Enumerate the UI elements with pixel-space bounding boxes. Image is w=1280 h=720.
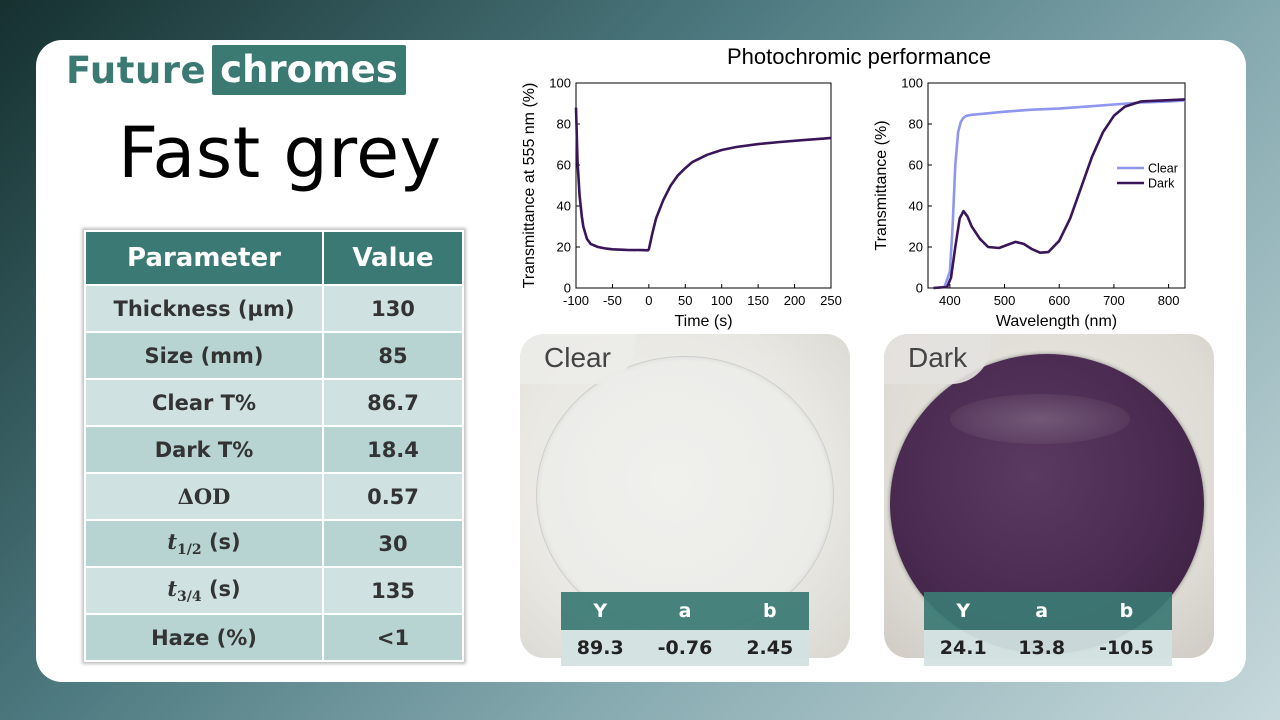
row-label: ΔOD: [84, 472, 324, 521]
x-tick-label: 50: [678, 293, 692, 308]
header-value: Value: [322, 230, 464, 286]
x-tick-label: 600: [1048, 293, 1070, 308]
y-tick-label: 40: [557, 199, 571, 214]
y-axis-label: Transmittance at 555 nm (%): [521, 83, 538, 289]
table-row: Haze (%) <1: [84, 613, 464, 662]
legend-label-clear: Clear: [1148, 162, 1178, 176]
x-tick-label: -50: [603, 293, 622, 308]
x-tick-label: -100: [563, 293, 589, 308]
row-value: 85: [322, 331, 464, 380]
legend-label-dark: Dark: [1148, 177, 1175, 191]
x-tick-label: 500: [994, 293, 1016, 308]
t-symbol: t: [167, 528, 178, 554]
table-header-row: Parameter Value: [84, 230, 464, 286]
x-tick-label: 800: [1158, 293, 1180, 308]
y-tick-label: 100: [549, 76, 571, 91]
lens-gloss: [950, 394, 1130, 444]
value-Y: 24.1: [924, 630, 1003, 666]
y-tick-label: 80: [557, 117, 571, 132]
table-row: Dark T% 18.4: [84, 425, 464, 474]
y-tick-label: 0: [916, 281, 923, 296]
color-header-row: Y a b: [561, 592, 809, 630]
t-subscript: 3/4: [177, 589, 202, 606]
y-tick-label: 40: [909, 199, 923, 214]
row-value: 0.57: [322, 472, 464, 521]
photo-label-clear: Clear: [520, 334, 635, 384]
row-label: Dark T%: [84, 425, 324, 474]
x-axis-label: Wavelength (nm): [996, 313, 1117, 330]
x-tick-label: 0: [645, 293, 652, 308]
row-value: 30: [322, 519, 464, 568]
value-b: -10.5: [1080, 630, 1172, 666]
table-row: t1/2 (s) 30: [84, 519, 464, 568]
header-Y: Y: [561, 592, 640, 630]
header-Y: Y: [924, 592, 1003, 630]
header-b: b: [1080, 592, 1172, 630]
header-b: b: [730, 592, 809, 630]
value-a: 13.8: [1002, 630, 1081, 666]
value-b: 2.45: [730, 630, 809, 666]
value-Y: 89.3: [561, 630, 640, 666]
row-value: 86.7: [322, 378, 464, 427]
color-table-clear: Y a b 89.3 -0.76 2.45: [561, 592, 809, 666]
t-symbol: t: [167, 575, 178, 601]
parameters-table: Parameter Value Thickness (µm) 130 Size (…: [84, 230, 464, 662]
color-header-row: Y a b: [924, 592, 1172, 630]
y-tick-label: 60: [557, 158, 571, 173]
row-label: Thickness (µm): [84, 284, 324, 333]
color-value-row: 89.3 -0.76 2.45: [561, 630, 809, 666]
header-a: a: [639, 592, 731, 630]
plot-frame-1: [927, 82, 1186, 289]
x-tick-label: 400: [939, 293, 961, 308]
table-row: Clear T% 86.7: [84, 378, 464, 427]
row-label: t3/4 (s): [84, 566, 324, 615]
brand-word-future: Future: [66, 48, 207, 92]
charts-title: Photochromic performance: [727, 44, 992, 69]
x-tick-label: 100: [711, 293, 733, 308]
clear-lens-disc: [536, 356, 834, 634]
row-value: 18.4: [322, 425, 464, 474]
x-tick-label: 150: [747, 293, 769, 308]
brand-logo: Future chromes: [66, 45, 406, 95]
series-line-dark: [933, 98, 1186, 290]
y-tick-label: 20: [557, 240, 571, 255]
x-axis-label: Time (s): [674, 313, 732, 330]
x-tick-label: 250: [820, 293, 842, 308]
brand-word-chromes: chromes: [212, 45, 406, 95]
value-a: -0.76: [639, 630, 731, 666]
y-tick-label: 100: [901, 76, 923, 91]
x-tick-label: 700: [1103, 293, 1125, 308]
unit-suffix: (s): [201, 529, 241, 554]
unit-suffix: (s): [201, 576, 241, 601]
plot-frame-0: [575, 82, 832, 289]
header-a: a: [1002, 592, 1081, 630]
row-label: Clear T%: [84, 378, 324, 427]
row-value: <1: [322, 613, 464, 662]
row-label: t1/2 (s): [84, 519, 324, 568]
row-label: Haze (%): [84, 613, 324, 662]
photo-label-dark: Dark: [884, 334, 992, 384]
series-line-chart0: [574, 107, 832, 252]
series-line-clear: [933, 99, 1186, 290]
row-value: 135: [322, 566, 464, 615]
y-axis-label: Transmittance (%): [873, 120, 890, 250]
color-value-row: 24.1 13.8 -10.5: [924, 630, 1172, 666]
table-row: Thickness (µm) 130: [84, 284, 464, 333]
table-row: ΔOD 0.57: [84, 472, 464, 521]
table-row: t3/4 (s) 135: [84, 566, 464, 615]
table-row: Size (mm) 85: [84, 331, 464, 380]
y-tick-label: 60: [909, 158, 923, 173]
t-subscript: 1/2: [177, 542, 202, 559]
row-label: Size (mm): [84, 331, 324, 380]
row-value: 130: [322, 284, 464, 333]
product-title: Fast grey: [118, 112, 442, 194]
header-parameter: Parameter: [84, 230, 324, 286]
y-tick-label: 80: [909, 117, 923, 132]
x-tick-label: 200: [784, 293, 806, 308]
color-table-dark: Y a b 24.1 13.8 -10.5: [924, 592, 1172, 666]
y-tick-label: 0: [564, 281, 571, 296]
y-tick-label: 20: [909, 240, 923, 255]
